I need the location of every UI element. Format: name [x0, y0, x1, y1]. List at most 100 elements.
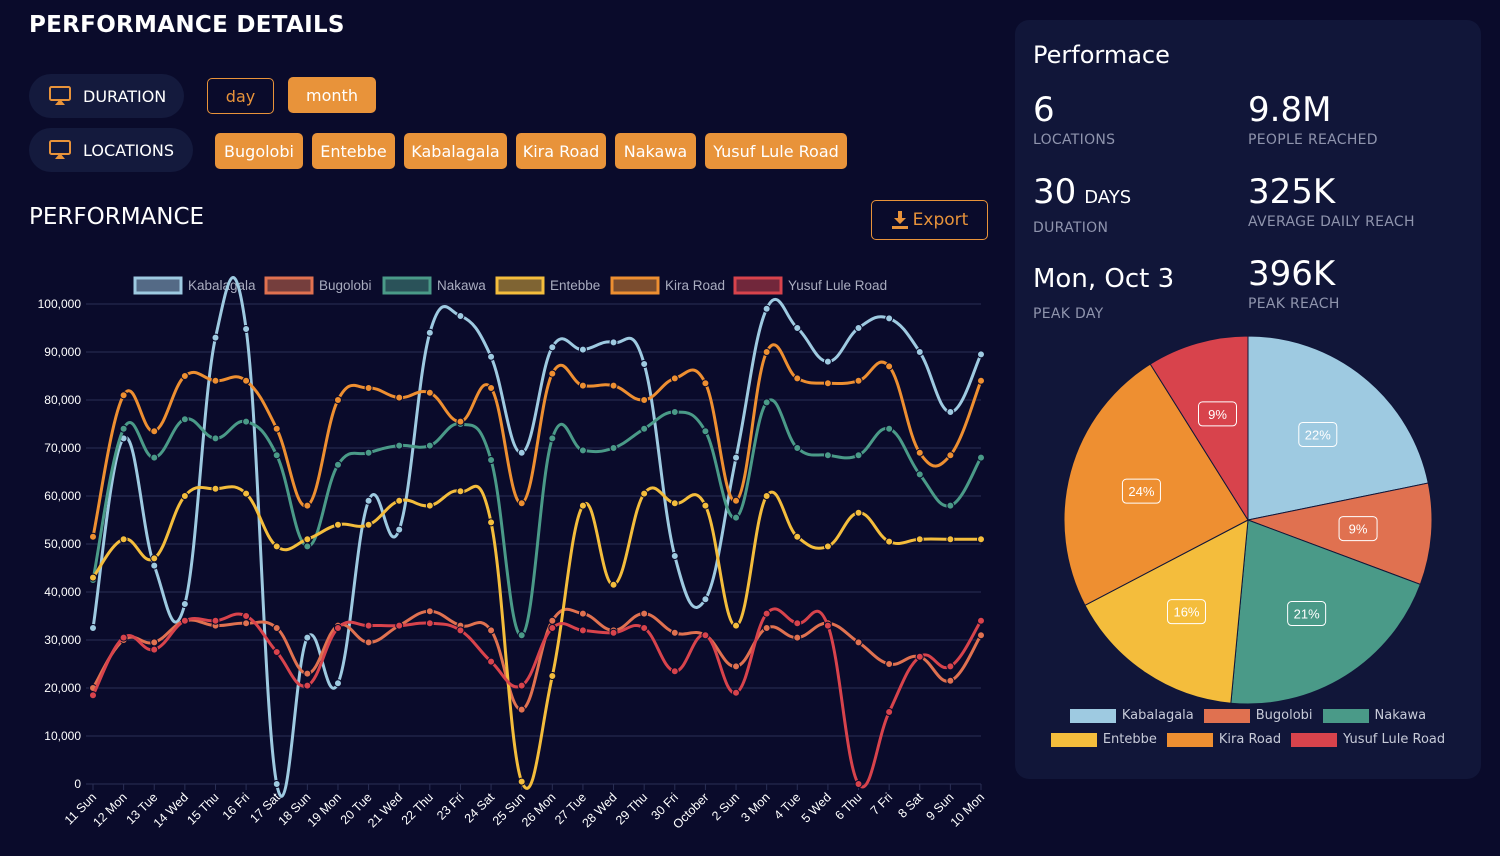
data-point[interactable] — [609, 381, 618, 390]
data-point[interactable] — [915, 470, 924, 479]
pie-slice-bugolobi[interactable] — [1246, 482, 1433, 586]
data-point[interactable] — [854, 451, 863, 460]
data-point[interactable] — [732, 621, 741, 630]
data-point[interactable] — [89, 573, 97, 582]
data-point[interactable] — [823, 542, 832, 551]
data-point[interactable] — [762, 624, 771, 632]
data-point[interactable] — [180, 415, 189, 424]
data-point[interactable] — [946, 501, 955, 510]
data-point[interactable] — [303, 535, 312, 544]
data-point[interactable] — [732, 513, 741, 522]
data-point[interactable] — [854, 376, 863, 385]
data-point[interactable] — [150, 645, 159, 654]
data-point[interactable] — [119, 633, 128, 642]
data-point[interactable] — [670, 499, 679, 508]
data-point[interactable] — [456, 626, 465, 635]
data-point[interactable] — [548, 616, 557, 625]
data-point[interactable] — [823, 451, 832, 460]
data-point[interactable] — [854, 638, 863, 647]
data-point[interactable] — [272, 648, 281, 656]
data-point[interactable] — [517, 705, 526, 714]
location-chip-kira-road[interactable]: Kira Road — [516, 133, 606, 169]
data-point[interactable] — [425, 607, 434, 616]
data-point[interactable] — [89, 624, 97, 632]
pie-slice-entebbe[interactable] — [1084, 519, 1249, 704]
data-point[interactable] — [793, 633, 802, 642]
data-point[interactable] — [150, 554, 159, 563]
data-point[interactable] — [517, 777, 526, 786]
data-point[interactable] — [915, 348, 924, 356]
data-point[interactable] — [732, 453, 741, 462]
data-point[interactable] — [150, 638, 159, 647]
data-point[interactable] — [762, 348, 771, 356]
pie-legend-item[interactable]: Kira Road — [1166, 732, 1281, 747]
data-point[interactable] — [701, 379, 710, 388]
data-point[interactable] — [793, 444, 802, 452]
data-point[interactable] — [732, 662, 741, 671]
line-legend-item[interactable]: Entebbe — [495, 276, 600, 295]
data-point[interactable] — [640, 424, 649, 433]
pie-legend-item[interactable]: Yusuf Lule Road — [1291, 732, 1445, 747]
pie-legend-item[interactable]: Nakawa — [1322, 708, 1426, 723]
data-point[interactable] — [915, 448, 924, 457]
data-point[interactable] — [364, 520, 373, 529]
location-chip-nakawa[interactable]: Nakawa — [615, 133, 696, 169]
data-point[interactable] — [977, 350, 985, 359]
data-point[interactable] — [303, 501, 312, 510]
data-point[interactable] — [854, 508, 863, 517]
data-point[interactable] — [578, 501, 587, 510]
data-point[interactable] — [425, 328, 434, 337]
data-point[interactable] — [670, 628, 679, 637]
data-point[interactable] — [885, 537, 894, 546]
line-legend-item[interactable]: Bugolobi — [264, 276, 372, 295]
location-chip-entebbe[interactable]: Entebbe — [312, 133, 395, 169]
data-point[interactable] — [119, 424, 128, 433]
data-point[interactable] — [517, 631, 526, 640]
pie-slice-kabalagala[interactable] — [1247, 335, 1429, 521]
data-point[interactable] — [640, 360, 649, 368]
data-point[interactable] — [119, 391, 128, 400]
data-point[interactable] — [395, 496, 404, 505]
line-legend-item[interactable]: Nakawa — [382, 276, 486, 295]
pie-slice-kira-road[interactable] — [1063, 363, 1249, 606]
location-chip-kabalagala[interactable]: Kabalagala — [404, 133, 507, 169]
data-point[interactable] — [977, 453, 985, 462]
data-point[interactable] — [395, 621, 404, 630]
data-point[interactable] — [548, 672, 557, 680]
data-point[interactable] — [578, 381, 587, 390]
data-point[interactable] — [180, 372, 189, 380]
data-point[interactable] — [364, 638, 373, 647]
data-point[interactable] — [885, 362, 894, 371]
data-point[interactable] — [640, 396, 649, 404]
data-point[interactable] — [242, 612, 251, 620]
data-point[interactable] — [946, 535, 955, 544]
data-point[interactable] — [578, 345, 587, 354]
data-point[interactable] — [211, 616, 220, 625]
data-point[interactable] — [548, 624, 557, 632]
data-point[interactable] — [211, 333, 220, 342]
data-point[interactable] — [854, 324, 863, 332]
data-point[interactable] — [487, 518, 496, 527]
data-point[interactable] — [640, 609, 649, 618]
data-point[interactable] — [272, 451, 281, 460]
data-point[interactable] — [762, 609, 771, 618]
data-point[interactable] — [701, 595, 710, 604]
data-point[interactable] — [517, 448, 526, 457]
data-point[interactable] — [395, 441, 404, 450]
data-point[interactable] — [946, 451, 955, 460]
data-point[interactable] — [364, 496, 373, 505]
data-point[interactable] — [364, 384, 373, 392]
data-point[interactable] — [303, 542, 312, 551]
data-point[interactable] — [977, 616, 985, 625]
data-point[interactable] — [946, 408, 955, 416]
data-point[interactable] — [670, 408, 679, 416]
data-point[interactable] — [425, 501, 434, 510]
pie-legend-item[interactable]: Bugolobi — [1203, 708, 1313, 723]
data-point[interactable] — [578, 626, 587, 635]
data-point[interactable] — [732, 496, 741, 505]
location-chip-yusuf-lule-road[interactable]: Yusuf Lule Road — [705, 133, 847, 169]
data-point[interactable] — [242, 417, 251, 426]
data-point[interactable] — [609, 338, 618, 347]
pie-legend-item[interactable]: Entebbe — [1050, 732, 1157, 747]
location-chip-bugolobi[interactable]: Bugolobi — [215, 133, 303, 169]
